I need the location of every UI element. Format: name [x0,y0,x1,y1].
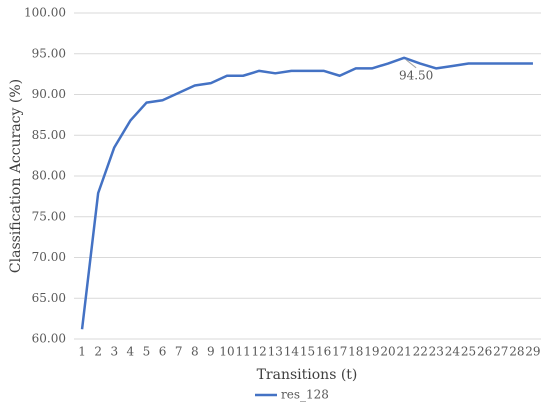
x-tick-label: 13 [268,345,283,359]
x-tick-label: 4 [127,345,135,359]
x-tick-label: 19 [364,345,379,359]
y-tick-label: 100.00 [24,6,66,20]
legend-label: res_128 [281,388,329,402]
x-tick-label: 1 [78,345,86,359]
x-tick-label: 12 [252,345,267,359]
x-tick-label: 24 [445,345,461,359]
y-tick-label: 65.00 [32,291,66,305]
y-tick-label: 85.00 [32,128,66,142]
x-tick-label: 3 [110,345,118,359]
label-leader [405,59,417,69]
x-tick-label: 8 [191,345,199,359]
x-tick-label: 9 [207,345,215,359]
data-line [80,56,533,330]
x-axis-title: Transitions (t) [257,367,358,383]
x-tick-label: 22 [413,345,428,359]
x-tick-label: 10 [219,345,234,359]
x-tick-label: 2 [94,345,102,359]
y-tick-label: 60.00 [32,332,66,346]
x-tick-label: 28 [509,345,524,359]
x-tick-label: 7 [175,345,183,359]
x-tick-label: 23 [429,345,444,359]
data-label: 94.50 [399,68,433,82]
x-tick-label: 6 [159,345,167,359]
y-tick-label: 90.00 [32,87,66,101]
x-tick-label: 17 [332,345,347,359]
x-tick-label: 5 [143,345,151,359]
y-axis-title: Classification Accuracy (%) [8,79,24,273]
x-tick-label: 29 [525,345,540,359]
x-tick-label: 21 [396,345,411,359]
y-tick-label: 80.00 [32,169,66,183]
x-tick-label: 25 [461,345,476,359]
x-tick-label: 20 [380,345,395,359]
y-tick-label: 75.00 [32,209,66,223]
y-tick-label: 95.00 [32,46,66,60]
x-tick-label: 27 [493,345,508,359]
y-tick-label: 70.00 [32,250,66,264]
x-tick-label: 11 [235,345,250,359]
x-tick-label: 16 [316,345,331,359]
x-tick-label: 26 [477,345,492,359]
x-tick-label: 15 [300,345,315,359]
x-tick-label: 18 [348,345,363,359]
x-tick-label: 14 [284,345,300,359]
